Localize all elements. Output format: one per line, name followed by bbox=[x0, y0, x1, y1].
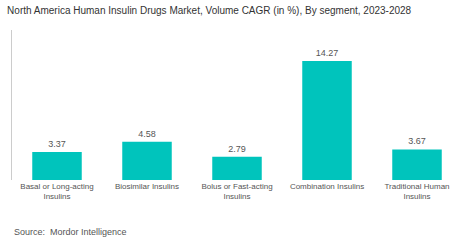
svg-text:Biosimilar Insulins: Biosimilar Insulins bbox=[115, 182, 179, 191]
svg-text:Combination Insulins: Combination Insulins bbox=[290, 182, 364, 191]
svg-text:3.37: 3.37 bbox=[48, 139, 66, 149]
svg-text:Basal or Long-actingInsulins: Basal or Long-actingInsulins bbox=[20, 182, 93, 201]
svg-text:Traditional HumanInsulins: Traditional HumanInsulins bbox=[384, 182, 449, 201]
svg-text:Bolus or Fast-actingInsulins: Bolus or Fast-actingInsulins bbox=[201, 182, 272, 201]
svg-text:Source: Mordor Intelligence: Source: Mordor Intelligence bbox=[14, 227, 127, 237]
svg-text:2.79: 2.79 bbox=[228, 144, 246, 154]
svg-text:4.58: 4.58 bbox=[138, 129, 156, 139]
svg-text:3.67: 3.67 bbox=[408, 136, 426, 146]
svg-text:North America Human Insulin Dr: North America Human Insulin Drugs Market… bbox=[7, 5, 411, 16]
svg-text:14.27: 14.27 bbox=[316, 48, 339, 58]
